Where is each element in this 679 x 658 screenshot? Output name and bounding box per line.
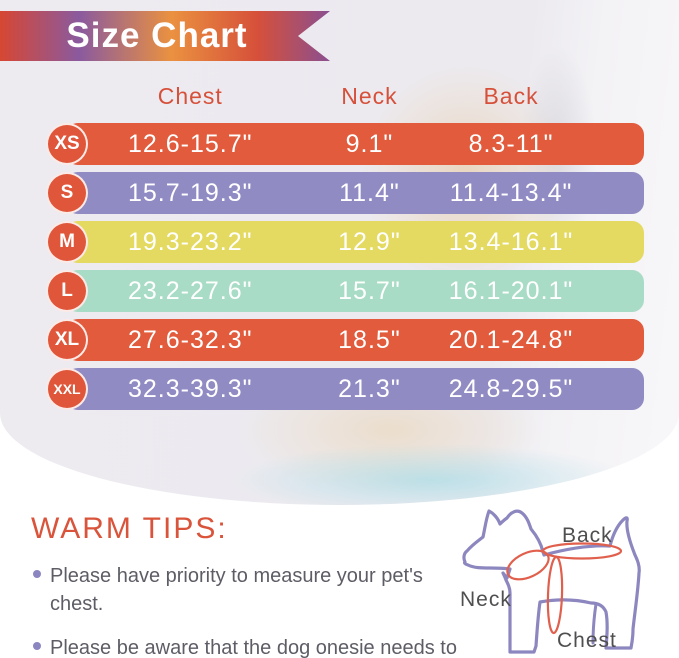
row-bar: 27.6-32.3" 18.5" 20.1-24.8" [66,319,644,361]
size-badge: XXL [46,368,88,410]
neck-label: Neck [460,588,512,611]
neck-value: 18.5" [338,325,401,354]
table-row-s: 15.7-19.3" 11.4" 11.4-13.4" S [46,172,644,214]
page-title: Size Chart [66,16,248,55]
row-bar: 19.3-23.2" 12.9" 13.4-16.1" [66,221,644,263]
back-value: 13.4-16.1" [448,227,574,256]
bullet-dot-icon [33,642,41,650]
column-header-back: Back [483,83,539,109]
chest-value: 27.6-32.3" [128,325,253,354]
title-ribbon: Size Chart [0,11,330,61]
tip-text: Please have priority to measure your pet… [50,565,423,615]
table-row-l: 23.2-27.6" 15.7" 16.1-20.1" L [46,270,644,312]
chest-value: 23.2-27.6" [128,276,253,305]
size-badge: S [46,172,88,214]
back-value: 8.3-11" [468,129,554,158]
neck-value: 9.1" [345,129,394,158]
chest-label: Chest [557,629,617,652]
neck-value: 11.4" [339,178,400,207]
chest-value: 15.7-19.3" [128,178,253,207]
neck-measure-line [506,549,550,581]
table-row-m: 19.3-23.2" 12.9" 13.4-16.1" M [46,221,644,263]
back-value: 11.4-13.4" [449,178,573,207]
dog-measurement-diagram: Back Neck Chest [460,509,641,654]
row-bar: 15.7-19.3" 11.4" 11.4-13.4" [66,172,644,214]
dog-far-leg-line [591,602,598,645]
chest-value: 19.3-23.2" [128,227,253,256]
warm-tips-section: WARM TIPS: Please have priority to measu… [31,512,463,658]
back-value: 24.8-29.5" [448,374,574,403]
size-badge: L [46,270,88,312]
size-badge: XS [46,123,88,165]
neck-value: 21.3" [338,374,401,403]
table-row-xxl: 32.3-39.3" 21.3" 24.8-29.5" XXL [46,368,644,410]
chest-measure-line [546,555,564,635]
warm-tips-title: WARM TIPS: [31,512,228,545]
column-header-neck: Neck [341,83,398,109]
neck-value: 12.9" [338,227,401,256]
size-badge: XL [46,319,88,361]
chest-value: 32.3-39.3" [128,374,253,403]
size-table: 12.6-15.7" 9.1" 8.3-11" XS 15.7-19.3" 11… [46,123,644,417]
column-headers: Chest Neck Back [66,83,644,110]
back-value: 20.1-24.8" [448,325,574,354]
row-bar: 23.2-27.6" 15.7" 16.1-20.1" [66,270,644,312]
dog-outline [462,509,641,654]
tip-text: Please be aware that the dog onesie need… [50,637,457,658]
back-label: Back [562,524,613,547]
table-row-xl: 27.6-32.3" 18.5" 20.1-24.8" XL [46,319,644,361]
row-bar: 32.3-39.3" 21.3" 24.8-29.5" [66,368,644,410]
row-bar: 12.6-15.7" 9.1" 8.3-11" [66,123,644,165]
table-row-xs: 12.6-15.7" 9.1" 8.3-11" XS [46,123,644,165]
chest-value: 12.6-15.7" [128,129,253,158]
tip-item: Please be aware that the dog onesie need… [31,634,463,658]
neck-value: 15.7" [338,276,401,305]
back-value: 16.1-20.1" [448,276,574,305]
size-badge: M [46,221,88,263]
tip-item: Please have priority to measure your pet… [31,562,463,618]
column-header-chest: Chest [157,83,223,109]
bullet-dot-icon [33,570,41,578]
